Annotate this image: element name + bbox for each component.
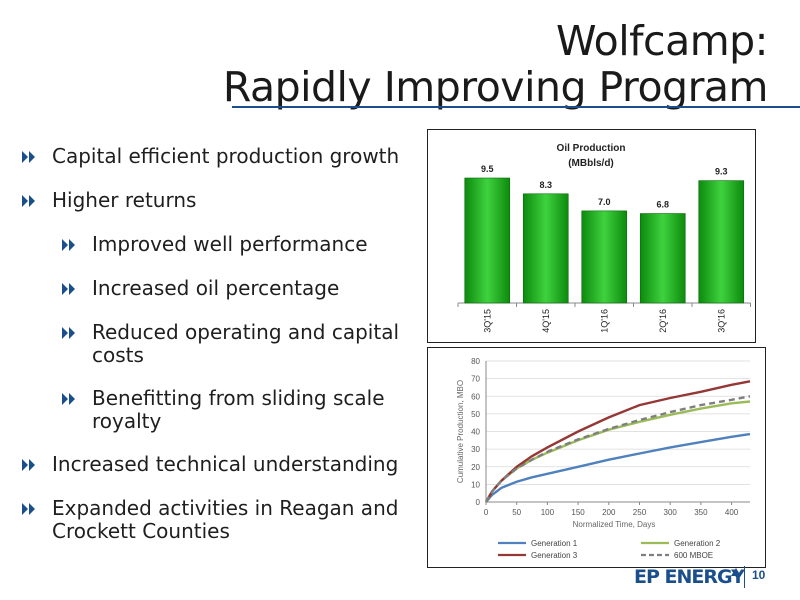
bar-chart-subtitle: (MBbls/d) [568, 158, 614, 169]
double-chevron-right-icon [22, 503, 35, 515]
double-chevron-right-icon [22, 195, 35, 207]
bar-category-label: 1Q'16 [599, 309, 609, 333]
oil-production-chart-svg: Oil Production (MBbls/d) 9.5 3Q'15 8.3 4Q'15 7… [457, 143, 751, 333]
bar-data-label: 7.0 [598, 197, 611, 207]
bar-data-label: 9.5 [481, 164, 494, 174]
double-chevron-right-icon [62, 239, 75, 251]
legend-label: Generation 3 [531, 551, 578, 560]
bullet-text: Benefitting from sliding scale royalty [92, 386, 385, 433]
line-x-tick-label: 300 [664, 508, 678, 517]
bullet-item: Increased oil percentage [18, 277, 412, 300]
bullet-text: Increased oil percentage [92, 276, 340, 300]
line-series [484, 400, 751, 503]
bullet-text: Improved well performance [92, 232, 368, 256]
cumulative-production-chart-svg: 0 10 20 30 40 50 60 70 80 0 50 100 150 200 250 300 350 40… [456, 357, 751, 560]
legend-label: Generation 2 [674, 539, 721, 548]
bar [581, 210, 628, 304]
footer-separator [744, 566, 745, 588]
line-y-tick-label: 50 [471, 410, 480, 419]
bar-data-label: 9.3 [715, 167, 728, 177]
line-series [485, 432, 751, 503]
line-y-tick-label: 10 [471, 480, 480, 489]
bar [639, 213, 686, 304]
legend-label: 600 MBOE [674, 551, 713, 560]
legend-label: Generation 1 [531, 539, 578, 548]
bullet-item: Improved well performance [18, 233, 412, 256]
bullet-item: Higher returns [18, 189, 422, 212]
logo-triangle-icon [731, 568, 741, 576]
double-chevron-right-icon [62, 283, 75, 295]
line-x-tick-label: 400 [725, 508, 739, 517]
line-x-tick-label: 100 [541, 508, 555, 517]
ep-energy-logo: EP ENERGY [634, 566, 745, 588]
line-y-axis-label: Cumulative Production, MBO [456, 380, 465, 483]
line-x-tick-label: 0 [484, 508, 489, 517]
bullet-text: Higher returns [52, 188, 197, 212]
line-y-tick-label: 0 [476, 498, 481, 507]
double-chevron-right-icon [62, 393, 75, 405]
bar-category-label: 3Q'16 [716, 309, 726, 333]
title-line-2: Rapidly Improving Program [222, 63, 769, 111]
line-y-tick-label: 80 [471, 357, 480, 366]
bullet-item: Reduced operating and capital costs [18, 321, 412, 367]
page-number: 10 [752, 568, 766, 582]
bar [522, 193, 569, 304]
line-y-tick-label: 20 [471, 463, 480, 472]
oil-production-chart: Oil Production (MBbls/d) 9.5 3Q'15 8.3 4Q'15 7… [427, 129, 756, 343]
line-x-axis-label: Normalized Time, Days [573, 520, 656, 529]
bullet-item: Capital efficient production growth [18, 145, 422, 168]
bar-chart-title: Oil Production [557, 143, 626, 154]
line-x-tick-label: 150 [571, 508, 585, 517]
bullet-item: Increased technical understanding [18, 453, 422, 476]
bullet-text: Expanded activities in Reagan and Crocke… [52, 496, 399, 543]
line-y-tick-label: 60 [471, 392, 480, 401]
bar-category-label: 4Q'15 [541, 309, 551, 333]
double-chevron-right-icon [22, 151, 35, 163]
bar-data-label: 8.3 [539, 180, 552, 190]
bar [698, 180, 745, 304]
slide-title: Wolfcamp: Rapidly Improving Program [222, 17, 769, 111]
double-chevron-right-icon [22, 459, 35, 471]
line-x-tick-label: 200 [602, 508, 616, 517]
cumulative-production-chart: 0 10 20 30 40 50 60 70 80 0 50 100 150 200 250 300 350 40… [427, 347, 766, 568]
bullet-item: Benefitting from sliding scale royalty [18, 387, 412, 433]
bar [464, 177, 511, 304]
line-y-tick-label: 40 [471, 428, 480, 437]
bullet-text: Increased technical understanding [52, 452, 399, 476]
line-y-tick-label: 70 [471, 375, 480, 384]
line-series [484, 395, 751, 503]
bar-category-label: 2Q'16 [658, 309, 668, 333]
bullet-item: Expanded activities in Reagan and Crocke… [18, 497, 422, 543]
double-chevron-right-icon [62, 327, 75, 339]
line-x-tick-label: 350 [694, 508, 708, 517]
line-x-tick-label: 50 [512, 508, 521, 517]
footer-logo: EP ENERGY [634, 566, 745, 588]
line-y-tick-label: 30 [471, 445, 480, 454]
line-x-tick-label: 250 [633, 508, 647, 517]
title-line-1: Wolfcamp: [556, 17, 769, 65]
title-divider [232, 106, 800, 108]
bar-category-label: 3Q'15 [482, 309, 492, 333]
line-series [484, 380, 751, 503]
bullet-text: Reduced operating and capital costs [92, 320, 400, 367]
bullet-text: Capital efficient production growth [52, 144, 400, 168]
bar-data-label: 6.8 [656, 200, 669, 210]
